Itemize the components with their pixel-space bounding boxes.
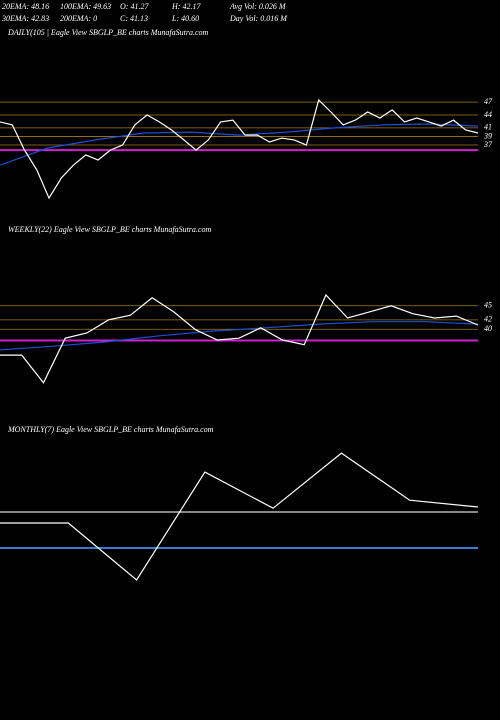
y-tick-label: 40 bbox=[484, 324, 492, 333]
header-stat: 20EMA: 48.16 bbox=[2, 2, 49, 11]
y-tick-label: 42 bbox=[484, 315, 492, 324]
price-line bbox=[0, 98, 479, 200]
price-line bbox=[0, 293, 479, 384]
panel-label: WEEKLY(22) Eagle View SBGLP_BE charts Mu… bbox=[8, 225, 211, 234]
y-tick-label: 37 bbox=[483, 140, 493, 149]
header-stat: H: 42.17 bbox=[171, 2, 201, 11]
panel-label: DAILY(105 | Eagle View SBGLP_BE charts M… bbox=[7, 28, 209, 37]
header-stat: 30EMA: 42.83 bbox=[1, 14, 49, 23]
header-stat: L: 40.60 bbox=[171, 14, 199, 23]
y-tick-label: 41 bbox=[484, 123, 492, 132]
header-stat: Day Vol: 0.016 M bbox=[229, 14, 288, 23]
y-tick-label: 45 bbox=[484, 301, 492, 310]
header-stat: C: 41.13 bbox=[120, 14, 148, 23]
price-line bbox=[0, 452, 479, 581]
y-tick-label: 47 bbox=[484, 97, 493, 106]
y-tick-label: 44 bbox=[484, 110, 492, 119]
price-line bbox=[0, 123, 479, 166]
header-stat: O: 41.27 bbox=[120, 2, 149, 11]
price-line bbox=[0, 321, 479, 351]
header-stat: 200EMA: 0 bbox=[60, 14, 97, 23]
header-stat: 100EMA: 49.63 bbox=[60, 2, 111, 11]
panel-label: MONTHLY(7) Eagle View SBGLP_BE charts Mu… bbox=[7, 425, 214, 434]
y-tick-label: 39 bbox=[483, 131, 492, 140]
header-stat: Avg Vol: 0.026 M bbox=[229, 2, 287, 11]
